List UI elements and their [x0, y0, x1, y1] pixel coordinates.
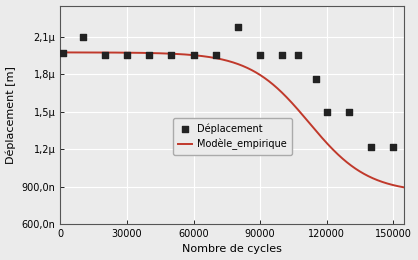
Modèle_empirique: [358, 170, 363, 173]
X-axis label: Nombre de cycles: Nombre de cycles: [183, 244, 282, 255]
Line: Modèle_empirique: Modèle_empirique: [60, 53, 405, 187]
Déplacement: [312, 77, 319, 81]
Déplacement: [368, 145, 375, 149]
Déplacement: [346, 110, 352, 114]
Modèle_empirique: [97, 51, 102, 54]
Y-axis label: Déplacement [m]: Déplacement [m]: [5, 66, 16, 164]
Déplacement: [59, 51, 66, 55]
Déplacement: [102, 53, 108, 57]
Déplacement: [190, 53, 197, 57]
Modèle_empirique: [190, 54, 195, 57]
Legend: Déplacement, Modèle_empirique: Déplacement, Modèle_empirique: [173, 118, 292, 155]
Modèle_empirique: [58, 51, 63, 54]
Déplacement: [324, 110, 330, 114]
Déplacement: [257, 53, 263, 57]
Déplacement: [168, 53, 175, 57]
Déplacement: [390, 145, 397, 149]
Déplacement: [295, 53, 301, 57]
Déplacement: [234, 25, 241, 29]
Déplacement: [212, 53, 219, 57]
Modèle_empirique: [117, 51, 122, 54]
Déplacement: [279, 53, 285, 57]
Modèle_empirique: [205, 55, 210, 58]
Déplacement: [124, 53, 130, 57]
Déplacement: [79, 35, 86, 39]
Modèle_empirique: [402, 186, 407, 189]
Modèle_empirique: [395, 185, 400, 188]
Déplacement: [146, 53, 153, 57]
